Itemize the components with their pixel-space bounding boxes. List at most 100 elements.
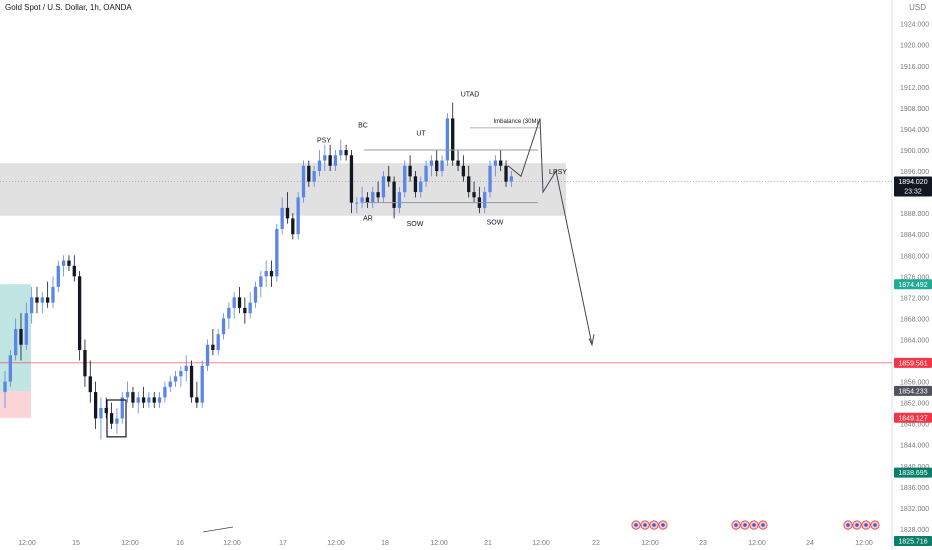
candle-body[interactable] [157,397,162,403]
candle-body[interactable] [493,160,498,166]
candle-body[interactable] [328,155,332,166]
candle-body[interactable] [205,344,210,366]
candle-body[interactable] [30,297,34,314]
candle-body[interactable] [173,376,178,382]
candle-body[interactable] [19,328,23,345]
candle-body[interactable] [397,192,402,208]
candle-body[interactable] [365,197,370,203]
candle-body[interactable] [333,155,338,166]
candle-body[interactable] [403,165,407,193]
candle-body[interactable] [307,165,311,182]
candle-body[interactable] [413,176,418,193]
candle-body[interactable] [232,297,236,308]
candle-body[interactable] [275,228,279,277]
price-tag[interactable] [894,279,932,290]
candle-body[interactable] [387,176,391,182]
candle-body[interactable] [56,265,60,287]
candle-body[interactable] [248,302,252,314]
candle-body[interactable] [392,181,396,208]
candle-body[interactable] [227,307,231,319]
candle-body[interactable] [195,397,199,403]
candle-body[interactable] [467,176,471,193]
candle-body[interactable] [8,355,12,382]
consolidation-zone[interactable] [0,163,566,216]
candle-body[interactable] [419,181,423,193]
candle-body[interactable] [221,318,226,335]
candle-body[interactable] [312,171,316,182]
candle-body[interactable] [40,297,44,303]
candle-body[interactable] [509,176,513,182]
candle-body[interactable] [152,397,156,403]
candle-body[interactable] [61,260,66,266]
candle-body[interactable] [285,207,290,219]
candle-body[interactable] [259,276,263,287]
price-tag[interactable] [894,535,932,546]
candle-body[interactable] [253,286,258,303]
candle-body[interactable] [216,334,220,350]
candle-body[interactable] [269,271,274,277]
candle-body[interactable] [451,118,455,161]
candle-body[interactable] [163,386,167,398]
range-box-drawing[interactable] [106,399,127,438]
candle-body[interactable] [360,197,364,203]
candle-body[interactable] [291,218,295,235]
candle-body[interactable] [51,286,55,303]
candle-body[interactable] [200,365,204,403]
candle-body[interactable] [99,407,103,419]
price-tag[interactable] [894,176,932,197]
candle-body[interactable] [504,165,508,182]
candle-body[interactable] [349,155,354,203]
candle-body[interactable] [317,160,322,172]
candle-body[interactable] [93,392,98,419]
candle-body[interactable] [45,297,50,303]
candle-body[interactable] [381,176,386,198]
candle-body[interactable] [456,160,460,166]
currency-label[interactable]: USD [909,3,926,12]
candle-body[interactable] [488,165,492,193]
candle-body[interactable] [115,418,119,424]
candle-body[interactable] [472,192,476,198]
candle-body[interactable] [243,307,247,314]
candle-body[interactable] [301,165,306,198]
candle-body[interactable] [344,150,348,156]
candle-body[interactable] [429,160,434,166]
candle-body[interactable] [483,192,487,208]
candle-body[interactable] [355,202,359,204]
candle-body[interactable] [440,160,444,172]
candle-body[interactable] [120,397,124,419]
candle-body[interactable] [3,381,7,393]
candle-body[interactable] [371,192,375,203]
candle-body[interactable] [408,165,412,177]
candle-body[interactable] [72,265,76,277]
candle-body[interactable] [189,365,194,398]
price-tag[interactable] [894,467,932,478]
candle-body[interactable] [461,165,466,177]
candle-body[interactable] [67,260,71,266]
candle-body[interactable] [104,407,108,414]
candle-body[interactable] [237,297,242,308]
projection-path[interactable] [507,118,593,345]
candle-body[interactable] [323,155,327,161]
candle-body[interactable] [376,192,380,198]
price-tag[interactable] [894,385,932,396]
candle-body[interactable] [280,207,284,229]
candle-body[interactable] [109,413,114,424]
candle-body[interactable] [136,397,140,403]
candle-body[interactable] [339,150,343,156]
candle-body[interactable] [424,165,428,182]
price-tag[interactable] [894,412,932,423]
candle-body[interactable] [184,365,188,372]
candle-body[interactable] [296,197,300,235]
candle-body[interactable] [131,392,135,403]
candle-body[interactable] [141,397,146,403]
candle-body[interactable] [211,344,215,350]
candle-body[interactable] [77,276,82,350]
candle-body[interactable] [168,381,172,387]
candle-body[interactable] [499,160,503,166]
candle-body[interactable] [445,118,450,161]
price-tag[interactable] [894,357,932,368]
candle-body[interactable] [264,271,268,277]
candle-body[interactable] [179,371,183,377]
candle-body[interactable] [435,160,439,172]
